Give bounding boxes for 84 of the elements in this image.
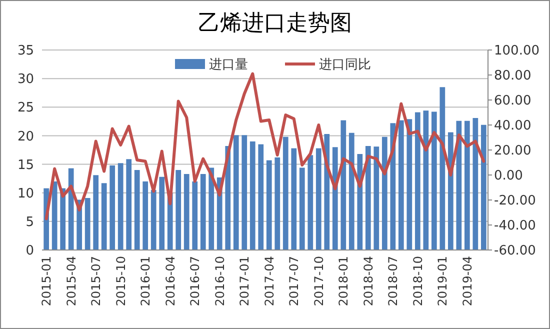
y2-tick-label: -20.00 <box>494 194 536 209</box>
bar <box>340 120 346 250</box>
bar <box>414 112 420 250</box>
x-tick-label: 2018-07 <box>386 256 400 306</box>
y-tick-label: 5 <box>26 214 34 230</box>
bar <box>464 120 470 250</box>
y-tick-label: 15 <box>17 158 34 173</box>
y-tick-label: 0 <box>26 244 34 259</box>
y2-tick-label: 0.00 <box>494 168 523 184</box>
bar <box>258 144 264 250</box>
bar <box>184 174 190 250</box>
bar <box>266 160 272 250</box>
y-tick-label: 30 <box>17 72 34 88</box>
bar <box>357 154 363 250</box>
chart-title: 乙烯进口走势图 <box>198 11 352 36</box>
x-tick-label: 2016-01 <box>138 256 153 306</box>
bar <box>208 168 214 250</box>
bar <box>406 119 412 250</box>
bar <box>233 135 239 250</box>
bar <box>192 181 198 250</box>
bar <box>118 163 124 250</box>
bar <box>374 146 380 250</box>
bar <box>282 136 288 250</box>
y2-tick-label: 20.00 <box>494 144 532 159</box>
bar <box>274 157 280 250</box>
x-tick-label: 2019-04 <box>460 256 474 306</box>
x-tick-label: 2019-01 <box>436 256 450 306</box>
y2-tick-label: 80.00 <box>494 68 532 84</box>
y2-tick-label: 60.00 <box>494 94 532 109</box>
y-tick-label: 20 <box>17 129 34 144</box>
x-tick-label: 2015-01 <box>40 256 54 306</box>
x-tick-label: 2016-07 <box>188 256 202 306</box>
bar <box>440 87 446 250</box>
bar <box>308 155 314 250</box>
bar <box>93 175 99 250</box>
bar <box>52 181 58 250</box>
bar <box>291 148 297 250</box>
y2-tick-label: -40.00 <box>494 218 536 234</box>
bar <box>472 118 478 250</box>
x-tick-label: 2015-07 <box>89 256 104 306</box>
y2-tick-label: 40.00 <box>494 118 532 134</box>
bar <box>250 141 256 250</box>
x-tick-label: 2017-04 <box>262 256 276 306</box>
bar <box>332 147 338 250</box>
x-tick-label: 2016-04 <box>163 256 178 306</box>
bar <box>365 146 371 250</box>
bar <box>348 132 354 250</box>
x-tick-label: 2018-10 <box>410 256 425 306</box>
y-tick-label: 35 <box>17 44 34 59</box>
bar <box>84 198 90 250</box>
bar <box>480 124 486 250</box>
bar <box>423 110 429 250</box>
x-tick-label: 2017-01 <box>238 256 252 306</box>
x-tick-label: 2015-10 <box>114 256 128 306</box>
bar <box>110 165 116 250</box>
bar <box>316 148 322 250</box>
legend-label: 进口量 <box>209 58 248 73</box>
bar <box>398 120 404 250</box>
y-tick-label: 10 <box>17 186 34 202</box>
x-tick-label: 2018-04 <box>361 256 376 306</box>
x-tick-label: 2017-07 <box>287 256 302 306</box>
bar <box>134 170 140 250</box>
y2-tick-label: 100.00 <box>494 44 540 59</box>
bar <box>200 174 206 250</box>
x-tick-label: 2016-10 <box>212 256 227 306</box>
y-tick-label: 25 <box>17 100 34 116</box>
bar <box>150 190 156 250</box>
y2-tick-label: -60.00 <box>494 244 536 259</box>
bar <box>159 176 165 250</box>
x-tick-label: 2015-04 <box>64 256 78 306</box>
bar <box>382 136 388 250</box>
bar <box>68 168 74 250</box>
bar <box>176 170 182 250</box>
x-tick-label: 2018-01 <box>336 256 351 306</box>
bar <box>101 183 107 250</box>
bar <box>126 159 132 250</box>
x-tick-label: 2017-10 <box>312 256 326 306</box>
bar <box>431 112 437 250</box>
bar <box>242 135 248 250</box>
bar <box>456 120 462 250</box>
bar <box>299 168 305 250</box>
bar <box>142 181 148 250</box>
legend-label: 进口同比 <box>319 58 371 73</box>
line-series <box>44 72 486 220</box>
